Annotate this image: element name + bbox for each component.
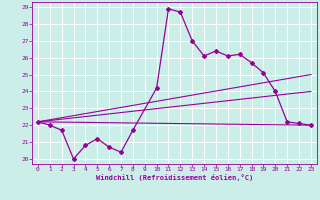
X-axis label: Windchill (Refroidissement éolien,°C): Windchill (Refroidissement éolien,°C) bbox=[96, 174, 253, 181]
